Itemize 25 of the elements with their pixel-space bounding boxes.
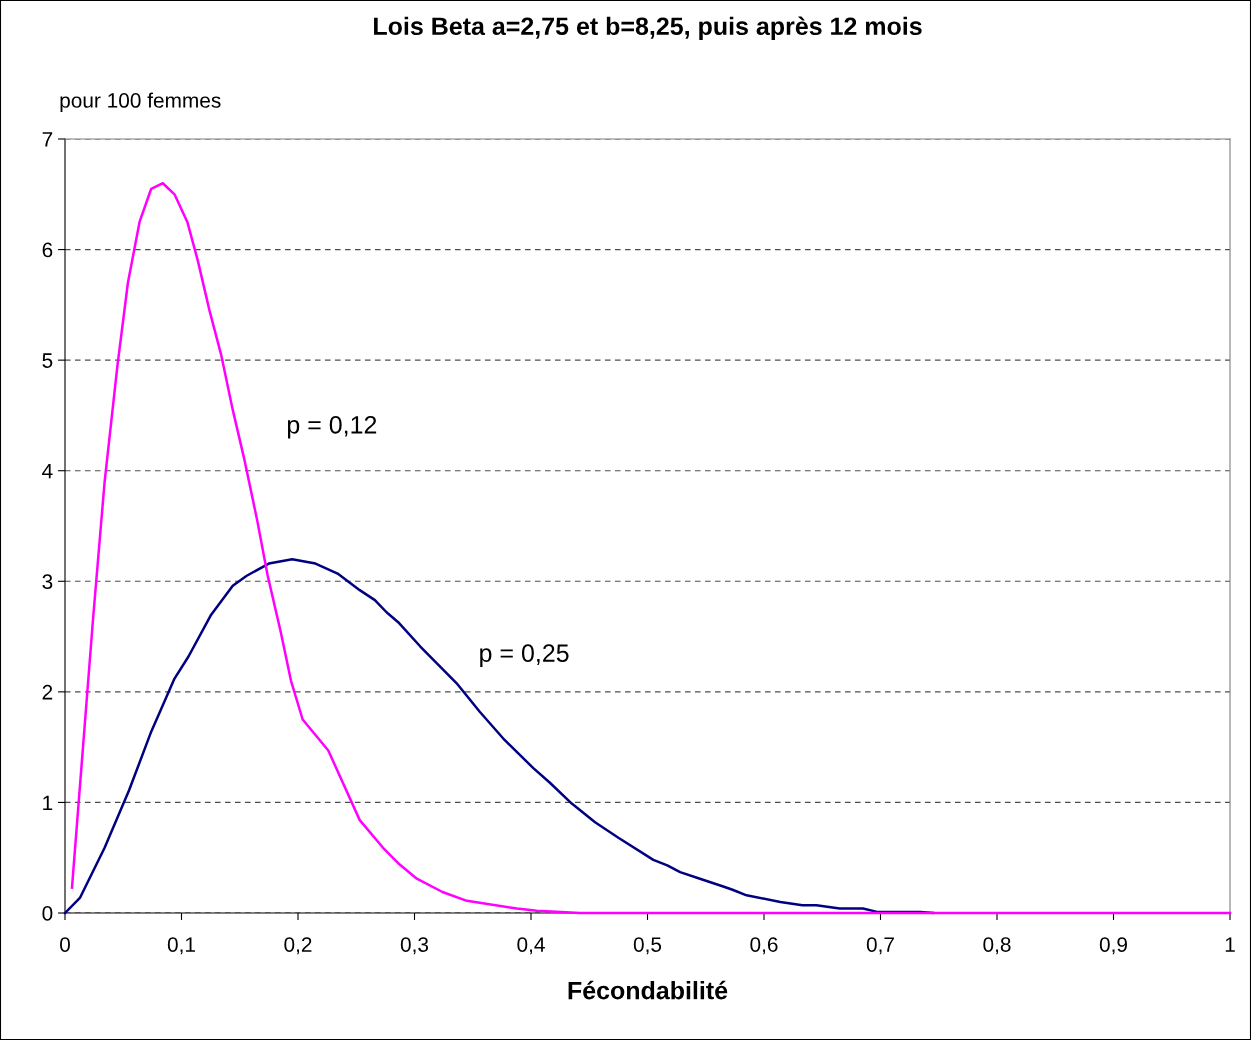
x-tick-label: 1 [1225,937,1235,952]
y-tick-label: 4 [42,463,53,479]
x-axis-title: Fécondabilité [568,980,728,1000]
x-tick-label: 0,4 [517,937,545,955]
x-tick-label: 0,3 [400,937,429,955]
x-tick-label: 0,7 [866,937,894,955]
x-tick-label: 0,1 [167,937,195,955]
x-tick-label: 0,8 [983,937,1011,955]
annotation: p = 0,12 [287,415,377,439]
chart-title: Lois Beta a=2,75 et b=8,25, puis après 12 mois [374,16,922,41]
x-tick-label: 0,6 [750,937,778,955]
y-tick-label: 0 [42,906,53,921]
y-axis-title: pour 100 femmes [60,92,221,112]
y-tick-label: 6 [42,242,53,258]
y-tick-label: 1 [43,795,53,810]
x-tick-label: 0,2 [284,937,312,955]
line-series [70,181,1232,915]
y-tick-label: 5 [42,353,53,368]
y-tick-label: 3 [42,574,53,590]
x-tick-label: 0 [60,937,70,952]
y-tick-label: 2 [42,684,53,700]
x-tick-label: 0,9 [1099,937,1127,955]
annotation: p = 0,25 [480,644,569,667]
x-tick-label: 0,5 [633,937,662,955]
y-tick-label: 7 [42,132,53,147]
